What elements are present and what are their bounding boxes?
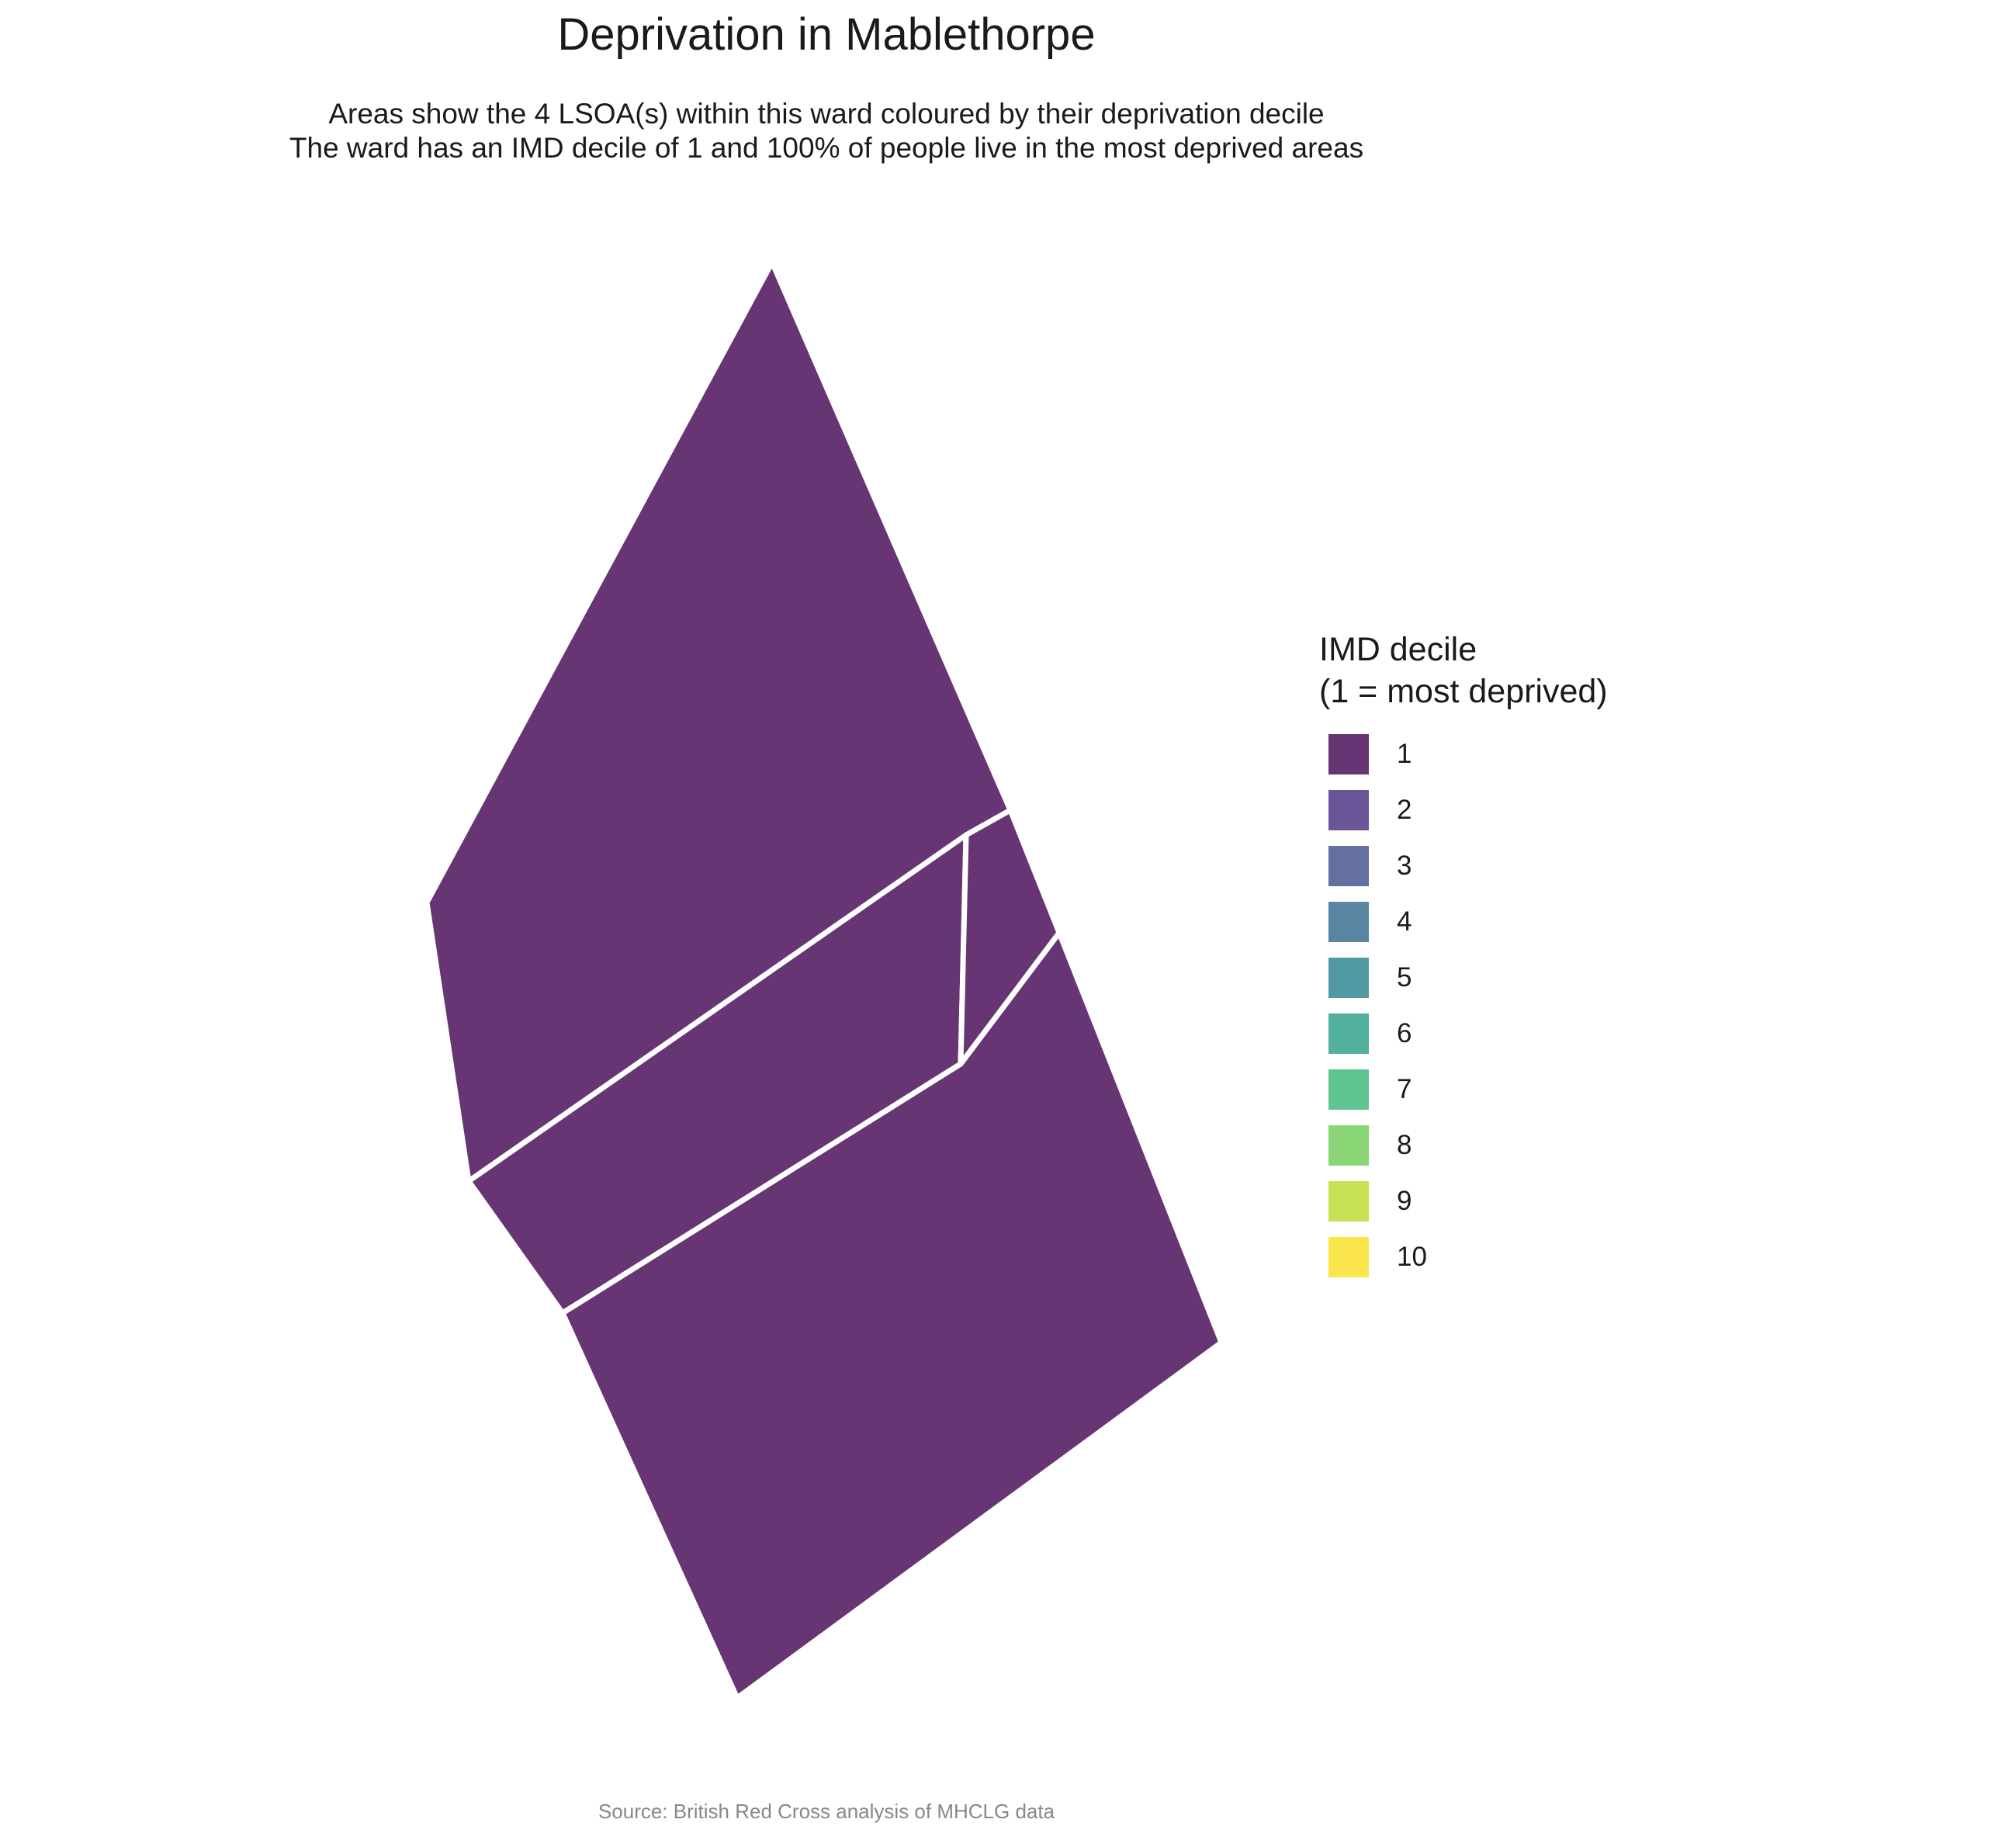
legend-label: 7 bbox=[1397, 1074, 1412, 1104]
chart-title: Deprivation in Mablethorpe bbox=[557, 9, 1096, 60]
legend-item: 3 bbox=[1319, 846, 1608, 902]
legend: IMD decile (1 = most deprived) 1 2 3 4 5 6 7 8 9… bbox=[1319, 629, 1608, 1293]
legend-swatch bbox=[1328, 958, 1369, 998]
legend-item: 5 bbox=[1319, 958, 1608, 1014]
legend-item: 9 bbox=[1319, 1181, 1608, 1237]
legend-item: 2 bbox=[1319, 790, 1608, 846]
legend-items: 1 2 3 4 5 6 7 8 9 10 bbox=[1319, 734, 1608, 1293]
legend-swatch bbox=[1328, 790, 1369, 830]
legend-item: 10 bbox=[1319, 1237, 1608, 1293]
chart-subtitle-line2: The ward has an IMD decile of 1 and 100%… bbox=[289, 132, 1364, 164]
legend-label: 6 bbox=[1397, 1018, 1412, 1048]
legend-item: 4 bbox=[1319, 902, 1608, 958]
legend-swatch bbox=[1328, 1125, 1369, 1166]
legend-swatch bbox=[1328, 846, 1369, 886]
legend-item: 6 bbox=[1319, 1014, 1608, 1069]
chart-subtitle-line1: Areas show the 4 LSOA(s) within this war… bbox=[328, 98, 1325, 130]
legend-label: 9 bbox=[1397, 1186, 1412, 1216]
lsoa-area-south[interactable] bbox=[559, 930, 1224, 1701]
legend-label: 1 bbox=[1397, 739, 1412, 769]
legend-title-line2: (1 = most deprived) bbox=[1319, 673, 1608, 710]
legend-label: 10 bbox=[1397, 1242, 1427, 1272]
legend-swatch bbox=[1328, 1237, 1369, 1277]
legend-swatch bbox=[1328, 1181, 1369, 1221]
legend-item: 8 bbox=[1319, 1125, 1608, 1181]
legend-label: 3 bbox=[1397, 851, 1412, 881]
legend-swatch bbox=[1328, 734, 1369, 774]
legend-label: 2 bbox=[1397, 795, 1412, 825]
legend-label: 4 bbox=[1397, 906, 1412, 937]
legend-swatch bbox=[1328, 1069, 1369, 1110]
legend-item: 7 bbox=[1319, 1069, 1608, 1125]
legend-title: IMD decile (1 = most deprived) bbox=[1319, 629, 1608, 712]
legend-label: 8 bbox=[1397, 1130, 1412, 1160]
legend-item: 1 bbox=[1319, 734, 1608, 790]
source-caption: Source: British Red Cross analysis of MH… bbox=[598, 1800, 1055, 1823]
legend-swatch bbox=[1328, 1014, 1369, 1054]
legend-swatch bbox=[1328, 902, 1369, 942]
legend-title-line1: IMD decile bbox=[1319, 631, 1477, 668]
legend-label: 5 bbox=[1397, 962, 1412, 993]
